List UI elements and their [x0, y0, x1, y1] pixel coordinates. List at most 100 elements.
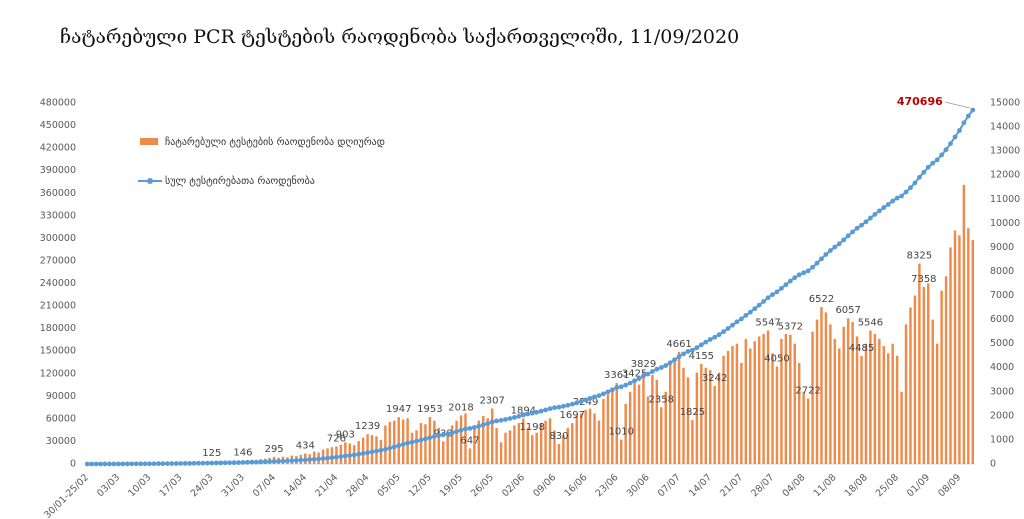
line-marker — [676, 354, 682, 359]
line-marker — [240, 460, 246, 465]
y2-tick-label: 5000 — [990, 338, 1014, 349]
data-label: 830 — [549, 431, 568, 442]
y-tick-label: 450000 — [40, 120, 76, 131]
bar — [361, 437, 365, 464]
x-tick-label: 10/03 — [126, 472, 153, 499]
bar — [842, 326, 845, 464]
x-tick-label: 04/08 — [780, 472, 807, 499]
line-marker — [636, 376, 642, 381]
line-marker — [347, 452, 353, 458]
x-tick-label: 14/07 — [687, 472, 714, 499]
data-label: 6057 — [835, 305, 860, 316]
bar — [691, 420, 694, 464]
line-marker — [325, 455, 330, 461]
x-tick-label: 12/05 — [407, 472, 434, 499]
bar — [637, 384, 641, 464]
bar — [962, 184, 966, 464]
line-marker — [810, 264, 815, 270]
y-tick-label: 60000 — [46, 413, 76, 424]
bar — [459, 415, 463, 464]
line-marker — [271, 459, 277, 464]
line-marker — [934, 157, 940, 163]
data-label: 6522 — [809, 294, 834, 305]
data-label: 1198 — [519, 422, 544, 433]
line-marker — [543, 407, 548, 413]
line-marker — [98, 461, 103, 467]
line-marker — [164, 461, 170, 467]
line-marker — [948, 141, 953, 146]
line-marker — [276, 458, 281, 464]
bar — [468, 448, 472, 464]
line-marker — [369, 449, 375, 455]
bar — [713, 385, 716, 464]
line-marker — [703, 339, 709, 345]
x-tick-label: 14/04 — [282, 472, 309, 499]
x-tick-label: 24/03 — [189, 472, 216, 499]
bar — [646, 396, 650, 464]
line-marker — [173, 461, 179, 466]
line-marker — [480, 422, 486, 428]
bar — [913, 295, 917, 464]
x-tick-label: 08/09 — [936, 472, 963, 499]
bar — [704, 367, 707, 464]
bar — [833, 338, 837, 464]
line-marker — [614, 385, 620, 390]
line-marker — [231, 460, 237, 466]
bar — [878, 338, 881, 464]
bar — [611, 389, 614, 464]
bar — [873, 334, 877, 464]
line-marker — [663, 363, 669, 368]
legend-swatch — [140, 138, 158, 145]
bar — [677, 351, 681, 464]
data-label: 5546 — [858, 318, 883, 329]
bar — [700, 364, 703, 464]
bar — [531, 435, 534, 464]
y-tick-label: 30000 — [46, 436, 76, 447]
line-marker — [334, 454, 339, 460]
data-label: 4050 — [764, 354, 789, 365]
bar — [464, 413, 467, 464]
bar — [517, 423, 521, 464]
bar — [722, 355, 725, 464]
y-tick-label: 90000 — [46, 391, 76, 402]
line-marker — [342, 453, 348, 459]
line-marker — [409, 439, 415, 445]
line-marker — [850, 229, 856, 235]
bar — [490, 408, 494, 464]
line-marker — [885, 202, 891, 207]
line-marker — [627, 380, 633, 386]
line-marker — [957, 128, 962, 133]
line-marker — [872, 212, 878, 217]
bar — [971, 240, 974, 464]
bar — [855, 336, 859, 464]
line-marker — [160, 461, 166, 467]
bar — [784, 334, 788, 464]
y2-tick-label: 8000 — [990, 266, 1014, 277]
y-tick-label: 330000 — [40, 210, 76, 221]
line-marker — [360, 451, 366, 456]
line-marker — [961, 120, 967, 126]
bar — [571, 423, 574, 464]
bar — [628, 391, 632, 464]
y2-tick-label: 15000 — [990, 98, 1020, 109]
y-tick-label: 300000 — [40, 233, 76, 244]
data-label: 1239 — [355, 421, 380, 432]
line-marker — [632, 378, 637, 384]
line-marker — [209, 460, 215, 466]
bar — [651, 374, 654, 464]
data-label: 2018 — [448, 402, 473, 413]
y-tick-label: 210000 — [40, 301, 76, 312]
x-tick-label: 01/09 — [905, 472, 932, 499]
bar — [802, 391, 805, 464]
x-tick-label: 03/03 — [95, 472, 122, 499]
bar — [909, 307, 912, 464]
bar — [633, 381, 636, 464]
line-marker — [280, 458, 286, 464]
line-marker — [520, 412, 526, 418]
y-tick-label: 120000 — [40, 368, 76, 379]
y-tick-label: 150000 — [40, 346, 76, 357]
line-marker — [529, 410, 535, 416]
x-tick-label: 21/07 — [718, 472, 745, 499]
x-tick-label: 28/04 — [344, 472, 371, 499]
y-tick-label: 360000 — [40, 188, 76, 199]
